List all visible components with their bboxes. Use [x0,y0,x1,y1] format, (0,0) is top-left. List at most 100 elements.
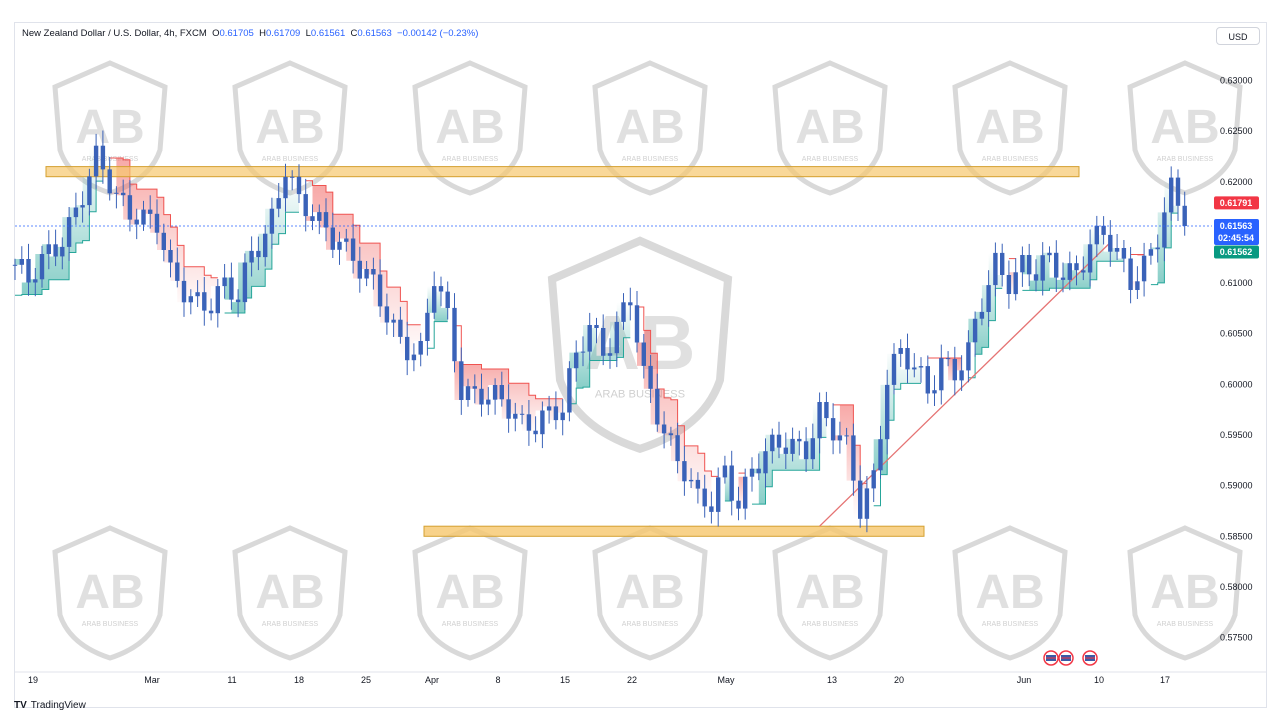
candle-body [688,479,694,482]
candle-body [465,386,471,400]
us-event-flag-icon [1082,650,1098,666]
candle-body [39,254,45,280]
watermark-label: ARAB BUSINESS [622,621,679,628]
tradingview-logo[interactable]: TV TradingView [14,700,86,711]
candle-body [790,438,795,454]
candle-body [202,292,207,311]
candle-body [776,434,782,448]
candle-body [783,447,788,454]
candle-body [979,311,985,319]
us-event-flag-icon [1043,650,1059,666]
candle-body [1108,234,1113,252]
candle-body [749,468,755,477]
candle-body [290,176,295,178]
watermark-monogram: AB [255,101,324,154]
candle-body [330,227,335,250]
x-tick-label: 22 [627,675,637,685]
support-band-fill [752,402,827,505]
candle-body [1047,252,1052,256]
watermark-shield-outline [232,525,348,661]
resistance-band-fill [305,185,421,361]
candle-body [607,353,613,356]
watermark-monogram: AB [1150,566,1219,619]
close-value: 0.61563 [357,28,392,39]
candle-body [885,384,890,440]
candle-body [1162,212,1167,248]
candle-body [1074,263,1079,271]
tradingview-icon: TV [14,700,27,711]
x-tick-label: 8 [495,675,500,685]
candle-body [1060,277,1066,280]
watermark-monogram: AB [255,566,324,619]
candle-body [1182,205,1187,226]
support-band-fill [427,286,448,322]
candle-body [445,291,450,308]
symbol-legend[interactable]: New Zealand Dollar / U.S. Dollar, 4h, FX… [22,28,478,39]
candle-body [736,500,741,509]
candle-body [770,434,775,452]
candle-body [905,348,910,370]
candle-body [1169,177,1174,213]
watermark-label: ARAB BUSINESS [595,389,685,401]
candle-body [716,477,721,512]
candle-body [553,406,559,421]
candle-body [858,480,863,519]
candle-body [1040,255,1045,281]
watermark-label: ARAB BUSINESS [802,621,859,628]
event-flags[interactable] [1043,650,1098,666]
currency-button[interactable]: USD [1216,27,1260,45]
candle-body [486,399,491,405]
x-tick-label: May [717,675,735,685]
candle-body [310,216,315,221]
candle-body [283,176,288,199]
candle-body [621,302,626,322]
time-axis[interactable]: 19 Mar 11 18 25 Apr 8 15 22 May 13 20 Jun 10 17 [15,671,1266,685]
support-band-fill [224,176,299,313]
x-tick-label: 18 [294,675,304,685]
resistance-band-line [637,306,719,477]
candle-body [242,262,248,303]
candle-body [344,238,349,242]
candle-body [587,325,592,352]
watermark-shield-outline [412,525,528,661]
watermark-label: ARAB BUSINESS [802,156,859,163]
x-tick-label: 15 [560,675,570,685]
watermark-shield: AB ARAB BUSINESS [232,525,348,661]
watermark-shield-outline [772,525,888,661]
candle-body [188,296,193,303]
candle-body [364,269,369,279]
candle-body [425,312,430,341]
high-value: 0.61709 [265,28,301,39]
watermark-shield: AB ARAB BUSINESS [772,60,888,196]
candle-body [824,402,829,419]
candle-body [100,145,106,170]
candle-body [1094,225,1099,245]
watermark-monogram: AB [975,566,1044,619]
price-axis[interactable]: 0.630000.625000.620000.615000.610000.605… [1220,76,1253,643]
candle-body [567,368,572,413]
y-tick-label: 0.58000 [1220,582,1253,592]
candle-body [580,351,586,353]
support-band-line [752,436,827,505]
watermark-monogram: AB [615,101,684,154]
candle-body [1000,252,1005,275]
candle-body [384,306,390,323]
candle-body [391,319,396,323]
candle-body [756,468,761,474]
candle-body [222,277,227,287]
candle-body [837,435,843,441]
symbol-title: New Zealand Dollar / U.S. Dollar, 4h, FX… [22,28,207,39]
resistance-zone [45,166,1080,178]
y-tick-label: 0.60000 [1220,379,1253,389]
watermark-shield: AB ARAB BUSINESS [232,60,348,196]
candle-body [1121,248,1127,259]
candle-body [540,410,545,435]
candle-body [418,341,423,355]
candle-body [12,264,18,266]
support-band-line [15,180,103,296]
candle-body [1020,255,1025,273]
candle-body [479,388,484,405]
bar-countdown-label: 02:45:54 [1218,233,1254,243]
watermark-shield-outline [412,60,528,196]
